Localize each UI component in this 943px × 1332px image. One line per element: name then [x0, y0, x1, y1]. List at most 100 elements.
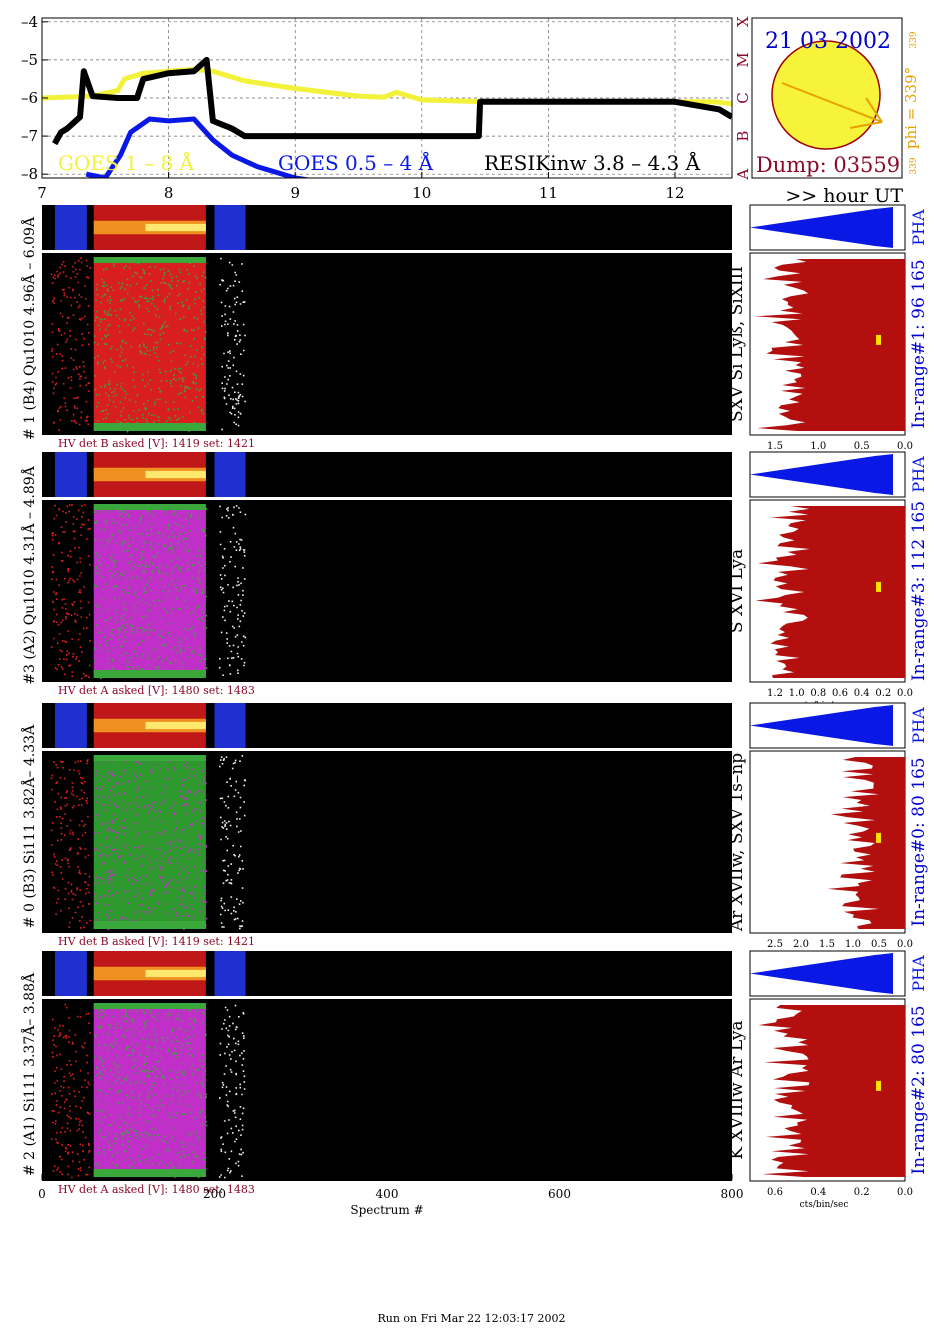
strip-blue-left: [54, 205, 90, 250]
spectrogram-edge-top: [93, 755, 206, 761]
detector-panel-3: HV det A asked [V]: 1480 set: 1483 # 2 (A…: [20, 950, 929, 1210]
strip-yellow-band: [145, 721, 206, 730]
sun-date: 21 03 2002: [765, 29, 891, 54]
profile-tick-label: 0.6: [767, 1187, 783, 1198]
strip-gap: [207, 452, 214, 497]
profile-tick-label: 0.6: [832, 688, 848, 699]
flare-class-letter: X: [734, 16, 752, 27]
profile-tick-label: 1.0: [789, 688, 805, 699]
in-range-label: In-range#3: 112 165: [909, 501, 929, 681]
flare-class-letter: A: [734, 169, 752, 181]
hour-label: >> hour UT: [785, 185, 903, 207]
profile-tick-label: 0.0: [897, 441, 913, 452]
spectrum-axis-label: Spectrum #: [350, 1203, 423, 1217]
x-tick-label: 8: [164, 184, 174, 202]
detector-label: # 1 (B4) Qu1010 4.96Å – 6.09Å: [20, 216, 38, 440]
flare-class-letter: C: [734, 92, 752, 103]
dump-number: Dump: 03559: [756, 153, 900, 177]
spectrogram-edge-bottom: [93, 423, 206, 431]
strip-yellow-band: [145, 969, 206, 978]
strip-yellow-band: [145, 470, 206, 479]
legend-goes-long: GOES 1 – 8 Å: [58, 150, 195, 175]
profile-tick-label: 0.8: [810, 688, 826, 699]
profile-marker: [876, 1080, 881, 1091]
strip-gap: [86, 703, 91, 748]
spectrogram-noise-left: [50, 257, 91, 432]
y-tick-label: –4: [21, 13, 38, 31]
y-tick-label: –6: [21, 89, 38, 107]
spectrogram-edge-top: [93, 1003, 206, 1009]
hv-label: HV det B asked [V]: 1419 set: 1421: [58, 437, 255, 450]
pha-histogram: [750, 207, 893, 248]
profile-marker: [876, 832, 881, 843]
phi-sub: 339: [909, 31, 919, 48]
profile-tick-label: 1.5: [819, 939, 835, 950]
pha-label: PHA: [909, 955, 928, 992]
series-line-1: [42, 66, 732, 107]
spectrum-tick-label: 800: [721, 1187, 744, 1201]
run-timestamp: Run on Fri Mar 22 12:03:17 2002: [377, 1312, 566, 1325]
spectrum-tick-label: 600: [548, 1187, 571, 1201]
detector-panels: HV det B asked [V]: 1419 set: 1421 # 1 (B…: [20, 204, 929, 1210]
strip-blue-right: [214, 205, 246, 250]
spectrogram-edge-bottom: [93, 670, 206, 678]
profile-tick-label: 1.0: [810, 441, 826, 452]
spectrogram-edge-bottom: [93, 1169, 206, 1177]
profile-tick-label: 1.2: [767, 688, 783, 699]
phi-label: phi = 339°: [902, 67, 920, 149]
strip-blue-right: [214, 452, 246, 497]
ion-label: S XVI Lya: [727, 549, 747, 633]
x-tick-label: 7: [37, 184, 47, 202]
series-line-3: [52, 56, 732, 146]
spectrogram-body: [93, 257, 206, 431]
spectrum-tick-label: 200: [203, 1187, 226, 1201]
detector-panel-0: HV det B asked [V]: 1419 set: 1421 # 1 (B…: [20, 204, 929, 464]
profile-tick-label: 0.4: [854, 688, 870, 699]
pha-histogram: [750, 454, 893, 495]
spectrogram-noise: [93, 257, 207, 433]
y-tick-label: –5: [21, 51, 38, 69]
x-tick-label: 9: [290, 184, 300, 202]
pha-histogram: [750, 953, 893, 994]
strip-blue-left: [54, 951, 90, 996]
flare-class-letter: M: [734, 52, 752, 67]
legend-resik: RESIKinw 3.8 – 4.3 Å: [484, 150, 701, 175]
series-line-2: [85, 116, 313, 178]
spectrogram-noise: [93, 755, 208, 931]
strip-gap: [86, 205, 91, 250]
detector-label: # 2 (A1) Si111 3.37Å– 3.88Å: [20, 972, 38, 1176]
profile-area: [758, 1005, 905, 1177]
profile-tick-label: 1.5: [767, 441, 783, 452]
in-range-label: In-range#2: 80 165: [909, 1005, 929, 1174]
legend-goes-short: GOES 0.5 – 4 Å: [278, 150, 434, 175]
detector-panel-2: HV det B asked [V]: 1419 set: 1421 # 0 (B…: [20, 702, 929, 962]
spectrum-axis: 0 200 400 600 800 Spectrum #: [38, 1174, 743, 1217]
spectrogram-edge-bottom: [93, 921, 206, 929]
spectrum-tick-label: 0: [38, 1187, 46, 1201]
ion-label: K XVIIIw Ar Lya: [727, 1020, 747, 1159]
spectrogram-edge-top: [93, 257, 206, 263]
profile-area: [827, 757, 905, 929]
hv-label: HV det B asked [V]: 1419 set: 1421: [58, 935, 255, 948]
profile-area: [755, 506, 905, 678]
flare-class-letter: B: [734, 131, 752, 142]
spectrogram-edge-top: [93, 504, 206, 510]
spectrogram-noise: [94, 1003, 208, 1179]
profile-tick-label: 0.5: [854, 441, 870, 452]
strip-blue-left: [54, 452, 90, 497]
profile-tick-label: 0.0: [897, 1187, 913, 1198]
strip-blue-right: [214, 703, 246, 748]
profile-tick-label: 0.0: [897, 939, 913, 950]
strip-gap: [86, 452, 91, 497]
y-tick-label: –7: [21, 127, 38, 145]
ion-label: SXV Si Lyß, SiXIII: [727, 266, 747, 422]
strip-gap: [86, 951, 91, 996]
pointing-arrow-head: [865, 97, 883, 123]
profile-tick-label: 2.5: [767, 939, 783, 950]
lightcurve-panel: 7 8 9 10 11 12 –4 –5 –6 –7 –8 GOES 1 – 8 Å GOES 0.5 …: [21, 13, 903, 207]
profile-tick-label: 2.0: [793, 939, 809, 950]
hv-label: HV det A asked [V]: 1480 set: 1483: [58, 1183, 255, 1196]
strip-yellow-band: [145, 223, 206, 232]
hv-label: HV det A asked [V]: 1480 set: 1483: [58, 684, 255, 697]
